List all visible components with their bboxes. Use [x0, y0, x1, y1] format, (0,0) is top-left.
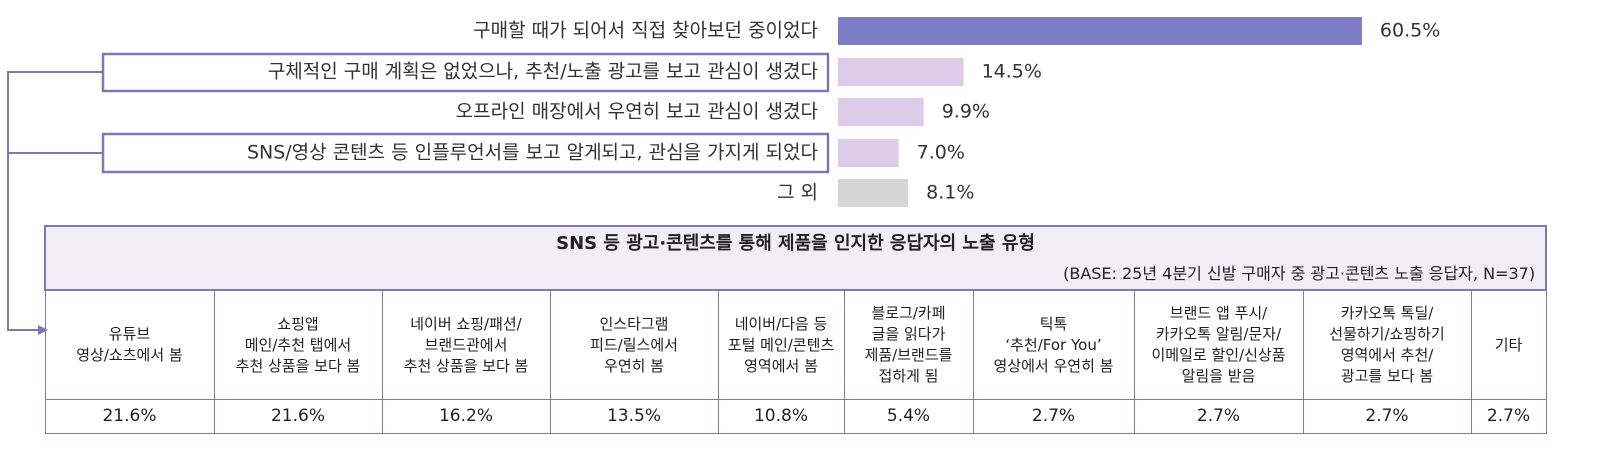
column-header: 인스타그램 피드/릴스에서 우연히 봄	[549, 289, 719, 400]
bar	[838, 179, 909, 207]
table-value: 2.7%	[1470, 399, 1547, 434]
category-label: 구체적인 구매 계획은 없었으나, 추천/노출 광고를 보고 관심이 생겼다	[268, 61, 818, 83]
column-header: 유튜브 영상/쇼츠에서 봄	[44, 289, 215, 400]
table-value: 5.4%	[843, 399, 974, 434]
value-label: 14.5%	[982, 61, 1042, 83]
category-label: 오프라인 매장에서 우연히 보고 관심이 생겼다	[456, 101, 818, 123]
value-label: 60.5%	[1380, 20, 1440, 42]
table-subtitle: (BASE: 25년 4분기 신발 구매자 중 광고·콘텐츠 노출 응답자, N…	[1063, 264, 1536, 283]
column-header: 네이버/다음 등 포털 메인/콘텐츠 영역에서 봄	[717, 289, 845, 400]
exposure-table: SNS 등 광고·콘텐츠를 통해 제품을 인지한 응답자의 노출 유형 (BAS…	[43, 225, 1548, 434]
category-label: SNS/영상 콘텐츠 등 인플루언서를 보고 알게되고, 관심을 가지게 되었다	[247, 142, 818, 164]
table-value: 10.8%	[717, 399, 845, 434]
table-value: 2.7%	[1133, 399, 1304, 434]
table-title-cell: SNS 등 광고·콘텐츠를 통해 제품을 인지한 응답자의 노출 유형 (BAS…	[43, 225, 1548, 291]
bar	[838, 17, 1362, 45]
column-header: 네이버 쇼핑/패션/ 브랜드관에서 추천 상품을 보다 봄	[381, 289, 551, 400]
category-label: 구매할 때가 되어서 직접 찾아보던 중이었다	[473, 20, 818, 42]
column-header: 쇼핑앱 메인/추천 탭에서 추천 상품을 보다 봄	[213, 289, 383, 400]
table-value: 2.7%	[1302, 399, 1472, 434]
bar	[838, 58, 964, 86]
table-value: 2.7%	[972, 399, 1135, 434]
value-label: 7.0%	[917, 142, 965, 164]
column-header: 블로그/카페 글을 읽다가 제품/브랜드를 접하게 됨	[843, 289, 974, 400]
table-title: SNS 등 광고·콘텐츠를 통해 제품을 인지한 응답자의 노출 유형	[556, 233, 1035, 254]
connector	[7, 71, 103, 331]
category-label: 그 외	[777, 182, 818, 204]
table-value: 21.6%	[213, 399, 383, 434]
value-label: 9.9%	[942, 101, 990, 123]
table-value: 16.2%	[381, 399, 551, 434]
bar	[838, 98, 924, 126]
column-header: 틱톡 ‘추천/For You’ 영상에서 우연히 봄	[972, 289, 1135, 400]
bar	[838, 139, 899, 167]
column-header: 카카오톡 톡딜/ 선물하기/쇼핑하기 영역에서 추천/ 광고를 보다 봄	[1302, 289, 1472, 400]
table-value: 21.6%	[44, 399, 215, 434]
column-header: 브랜드 앱 푸시/ 카카오톡 알림/문자/ 이메일로 할인/신상품 알림을 받음	[1133, 289, 1304, 400]
column-header: 기타	[1470, 289, 1547, 400]
arrow-head	[38, 325, 48, 335]
table-value: 13.5%	[549, 399, 719, 434]
value-label: 8.1%	[926, 182, 974, 204]
